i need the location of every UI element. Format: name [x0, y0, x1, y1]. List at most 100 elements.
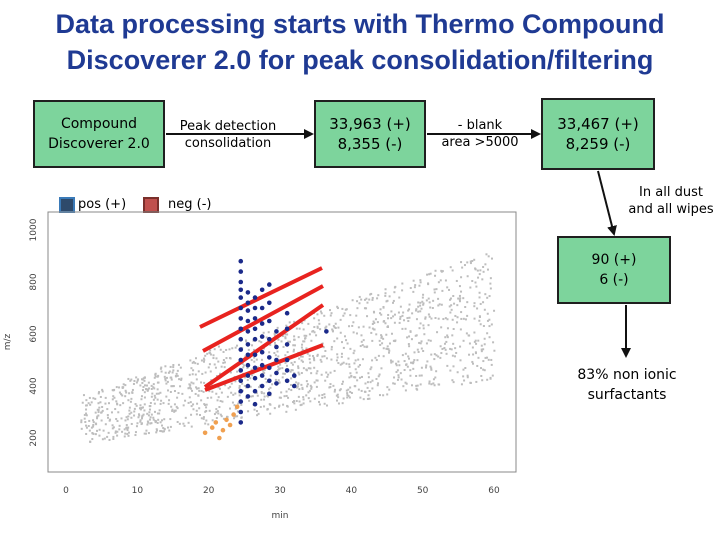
background-point	[263, 347, 266, 350]
background-point	[303, 340, 306, 343]
background-point	[415, 384, 418, 387]
background-point	[133, 379, 136, 382]
background-point	[220, 365, 223, 368]
background-point	[202, 357, 205, 360]
background-point	[401, 314, 404, 317]
background-point	[349, 390, 352, 393]
background-point	[120, 393, 123, 396]
background-point	[352, 352, 355, 355]
background-point	[468, 342, 471, 345]
background-point	[288, 321, 291, 324]
background-point	[250, 359, 253, 362]
background-point	[92, 419, 95, 422]
background-point	[457, 297, 460, 300]
background-point	[238, 386, 241, 389]
background-point	[323, 393, 326, 396]
background-point	[300, 372, 303, 375]
background-point	[371, 323, 374, 326]
background-point	[397, 374, 400, 377]
background-point	[156, 429, 159, 432]
background-point	[118, 428, 121, 431]
background-point	[402, 385, 405, 388]
background-point	[157, 381, 160, 384]
background-point	[340, 355, 343, 358]
background-point	[363, 307, 366, 310]
background-point	[477, 356, 480, 359]
background-point	[149, 416, 152, 419]
background-point	[478, 291, 481, 294]
background-point	[301, 388, 304, 391]
x-tick-label: 0	[63, 486, 69, 496]
background-point	[479, 367, 482, 370]
background-point	[125, 426, 128, 429]
background-point	[165, 376, 168, 379]
background-point	[419, 281, 422, 284]
background-point	[260, 341, 263, 344]
background-point	[203, 381, 206, 384]
background-point	[154, 419, 157, 422]
background-point	[163, 428, 166, 431]
background-point	[408, 308, 411, 311]
background-point	[439, 356, 442, 359]
background-point	[367, 394, 370, 397]
background-point	[391, 360, 394, 363]
background-point	[307, 397, 310, 400]
background-point	[128, 412, 131, 415]
background-point	[339, 388, 342, 391]
background-point	[143, 409, 146, 412]
background-point	[361, 375, 364, 378]
background-point	[271, 383, 274, 386]
background-point	[139, 407, 142, 410]
background-point	[176, 396, 179, 399]
background-point	[420, 366, 423, 369]
title-line-2: Discoverer 2.0 for peak consolidation/fi…	[66, 45, 654, 75]
background-point	[310, 372, 313, 375]
background-point	[298, 400, 301, 403]
background-point	[468, 353, 471, 356]
background-point	[357, 388, 360, 391]
background-point	[353, 385, 356, 388]
background-point	[473, 340, 476, 343]
background-point	[243, 384, 246, 387]
background-point	[435, 354, 438, 357]
background-point	[366, 381, 369, 384]
highlight-line-2	[202, 284, 324, 353]
background-point	[294, 408, 297, 411]
background-point	[430, 383, 433, 386]
background-point	[381, 342, 384, 345]
background-point	[427, 313, 430, 316]
background-point	[268, 403, 271, 406]
pos-data-point	[267, 300, 272, 306]
background-point	[175, 405, 178, 408]
background-point	[453, 355, 456, 358]
background-point	[80, 419, 83, 422]
pos-data-point	[259, 373, 265, 378]
background-point	[92, 424, 95, 427]
background-point	[255, 358, 258, 361]
background-point	[278, 404, 281, 407]
background-point	[413, 359, 416, 362]
background-point	[305, 334, 308, 337]
background-point	[121, 430, 124, 433]
background-point	[277, 379, 280, 382]
background-point	[378, 394, 381, 397]
background-point	[215, 416, 218, 419]
background-point	[204, 354, 207, 357]
x-tick-label: 50	[417, 486, 429, 496]
background-point	[167, 389, 170, 392]
background-point	[433, 353, 436, 356]
background-point	[418, 327, 421, 330]
background-point	[368, 326, 371, 329]
background-point	[172, 385, 175, 388]
background-point	[146, 420, 149, 423]
background-point	[434, 269, 437, 272]
background-point	[490, 257, 493, 260]
background-point	[215, 357, 218, 360]
background-point	[451, 379, 454, 382]
background-point	[148, 411, 151, 414]
background-point	[157, 374, 160, 377]
pos-data-point	[267, 282, 272, 287]
dust-filter-line-2: and all wipes	[628, 202, 714, 217]
background-point	[194, 373, 197, 376]
